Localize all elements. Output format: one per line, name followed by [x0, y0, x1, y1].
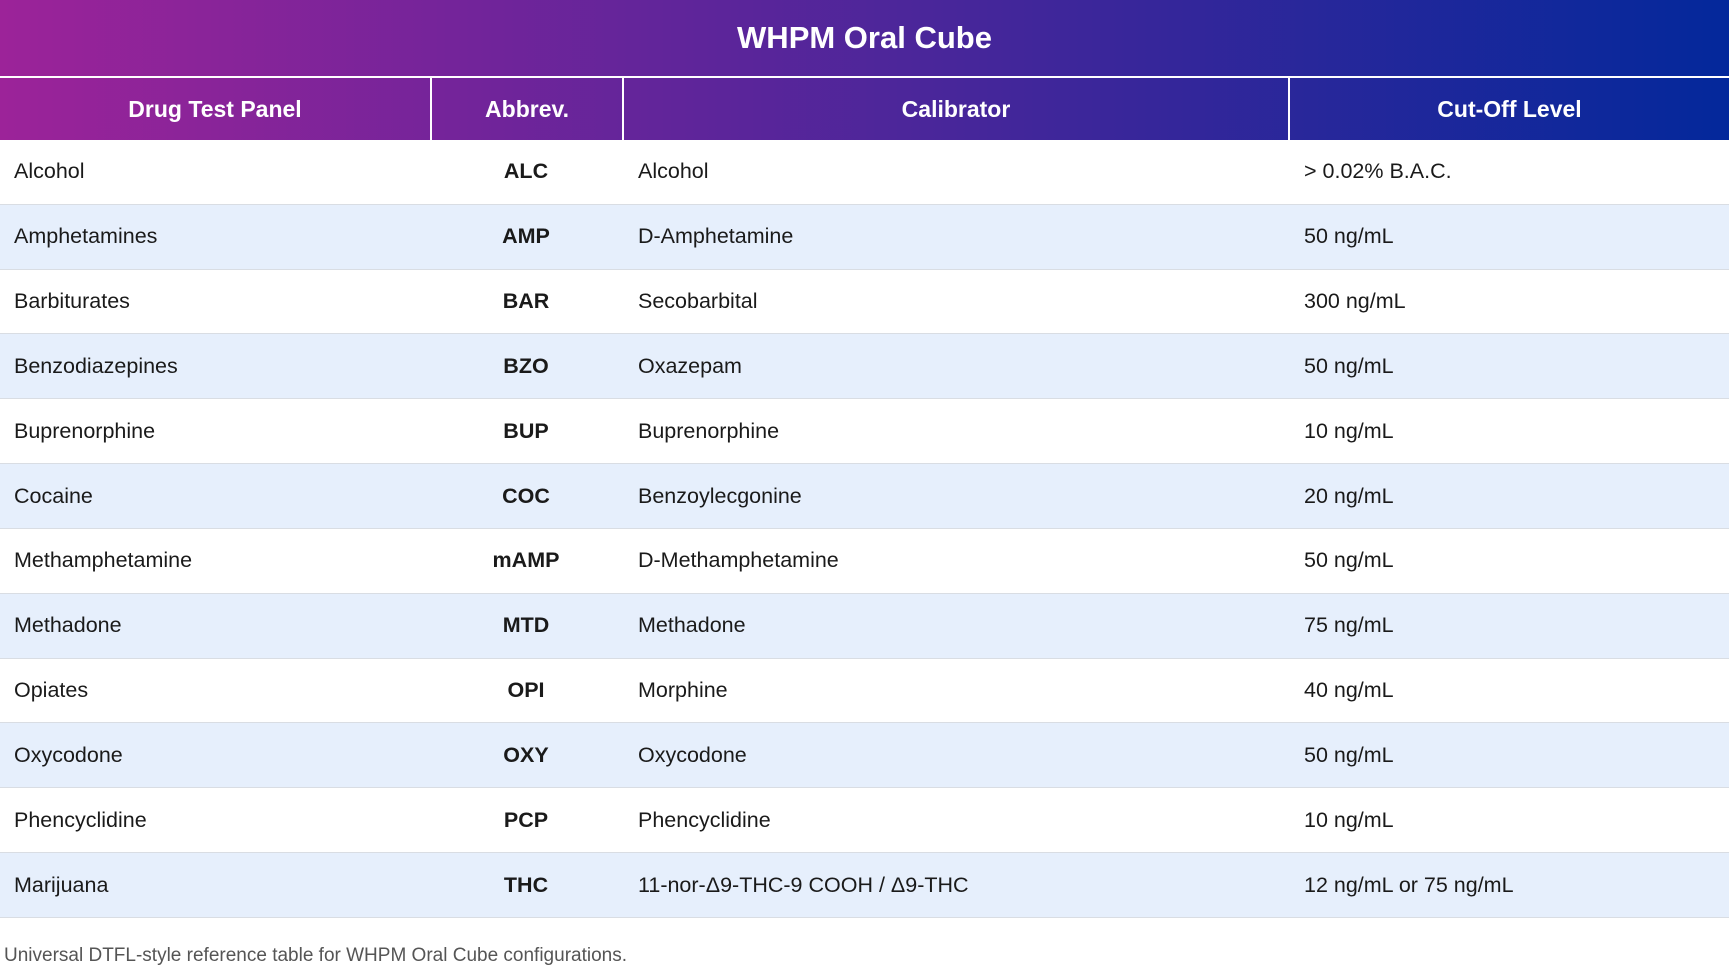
abbrev-cell: BAR	[502, 289, 550, 314]
table-row: Barbiturates BAR Secobarbital 300 ng/mL	[0, 269, 1729, 335]
abbrev-cell: PCP	[503, 807, 549, 832]
table-row: Opiates OPI Morphine 40 ng/mL	[0, 658, 1729, 724]
panel-cell: Buprenorphine	[14, 418, 156, 443]
table-row: Cocaine COC Benzoylecgonine 20 ng/mL	[0, 464, 1729, 529]
panel-cell: Cocaine	[14, 483, 93, 508]
table-row: Phencyclidine PCP Phencyclidine 10 ng/mL	[0, 788, 1729, 854]
table-row: Oxycodone OXY Oxycodone 50 ng/mL	[0, 723, 1729, 789]
panel-cell: Barbiturates	[14, 289, 130, 314]
abbrev-cell: COC	[502, 483, 550, 508]
abbrev-cell: MTD	[502, 613, 550, 638]
cutoff-cell: 10 ng/mL	[1304, 807, 1394, 832]
calibrator-cell: D-Amphetamine	[638, 224, 794, 249]
abbrev-cell: ALC	[503, 159, 549, 184]
panel-cell: Opiates	[14, 678, 89, 703]
cutoff-cell: 50 ng/mL	[1304, 548, 1394, 573]
abbrev-cell: OXY	[503, 742, 549, 767]
calibrator-cell: Methadone	[638, 613, 746, 638]
calibrator-cell: Morphine	[638, 678, 728, 703]
abbrev-cell: AMP	[502, 224, 550, 249]
table-row: Marijuana THC 11-nor-Δ9-THC-9 COOH / Δ9-…	[0, 853, 1729, 918]
abbrev-cell: BUP	[503, 418, 549, 443]
abbrev-cell: OPI	[507, 678, 545, 703]
abbrev-cell: BZO	[503, 353, 549, 378]
cutoff-cell: 20 ng/mL	[1304, 483, 1394, 508]
panel-cell: Phencyclidine	[14, 807, 147, 832]
calibrator-cell: Alcohol	[638, 159, 709, 184]
table-body: Alcohol ALC Alcohol > 0.02% B.A.C. Amphe…	[0, 140, 1729, 918]
abbrev-cell: THC	[503, 872, 549, 897]
table-row: Benzodiazepines BZO Oxazepam 50 ng/mL	[0, 334, 1729, 400]
abbrev-cell: mAMP	[492, 548, 560, 573]
calibrator-cell: 11-nor-Δ9-THC-9 COOH / Δ9-THC	[638, 872, 969, 897]
column-header-abbrev: Abbrev.	[430, 78, 622, 140]
panel-cell: Methadone	[14, 613, 122, 638]
panel-cell: Amphetamines	[14, 224, 158, 249]
calibrator-cell: Buprenorphine	[638, 418, 780, 443]
calibrator-cell: D-Methamphetamine	[638, 548, 839, 573]
panel-cell: Oxycodone	[14, 742, 123, 767]
column-header-row: Drug Test Panel Abbrev. Calibrator Cut-O…	[0, 78, 1729, 140]
table-row: Alcohol ALC Alcohol > 0.02% B.A.C.	[0, 140, 1729, 205]
column-header-cutoff-level: Cut-Off Level	[1288, 78, 1729, 140]
column-header-calibrator: Calibrator	[622, 78, 1288, 140]
calibrator-cell: Benzoylecgonine	[638, 483, 802, 508]
table-caption: Universal DTFL-style reference table for…	[4, 944, 628, 966]
cutoff-cell: 12 ng/mL or 75 ng/mL	[1304, 872, 1514, 897]
calibrator-cell: Secobarbital	[638, 289, 758, 314]
panel-cell: Marijuana	[14, 872, 109, 897]
cutoff-cell: 50 ng/mL	[1304, 353, 1394, 378]
cutoff-cell: 40 ng/mL	[1304, 678, 1394, 703]
table-row: Methadone MTD Methadone 75 ng/mL	[0, 593, 1729, 659]
cutoff-cell: 50 ng/mL	[1304, 742, 1394, 767]
calibrator-cell: Oxycodone	[638, 742, 747, 767]
table-row: Buprenorphine BUP Buprenorphine 10 ng/mL	[0, 399, 1729, 465]
panel-cell: Methamphetamine	[14, 548, 193, 573]
table-row: Methamphetamine mAMP D-Methamphetamine 5…	[0, 528, 1729, 594]
calibrator-cell: Oxazepam	[638, 353, 742, 378]
panel-cell: Alcohol	[14, 159, 85, 184]
page-title: WHPM Oral Cube	[0, 0, 1729, 78]
table-header: WHPM Oral Cube Drug Test Panel Abbrev. C…	[0, 0, 1729, 140]
cutoff-cell: 10 ng/mL	[1304, 418, 1394, 443]
cutoff-cell: 300 ng/mL	[1304, 289, 1406, 314]
table-row: Amphetamines AMP D-Amphetamine 50 ng/mL	[0, 204, 1729, 270]
panel-cell: Benzodiazepines	[14, 353, 178, 378]
cutoff-cell: 50 ng/mL	[1304, 224, 1394, 249]
cutoff-cell: > 0.02% B.A.C.	[1304, 159, 1452, 184]
column-header-drug-test-panel: Drug Test Panel	[128, 95, 302, 122]
cutoff-cell: 75 ng/mL	[1304, 613, 1394, 638]
calibrator-cell: Phencyclidine	[638, 807, 771, 832]
